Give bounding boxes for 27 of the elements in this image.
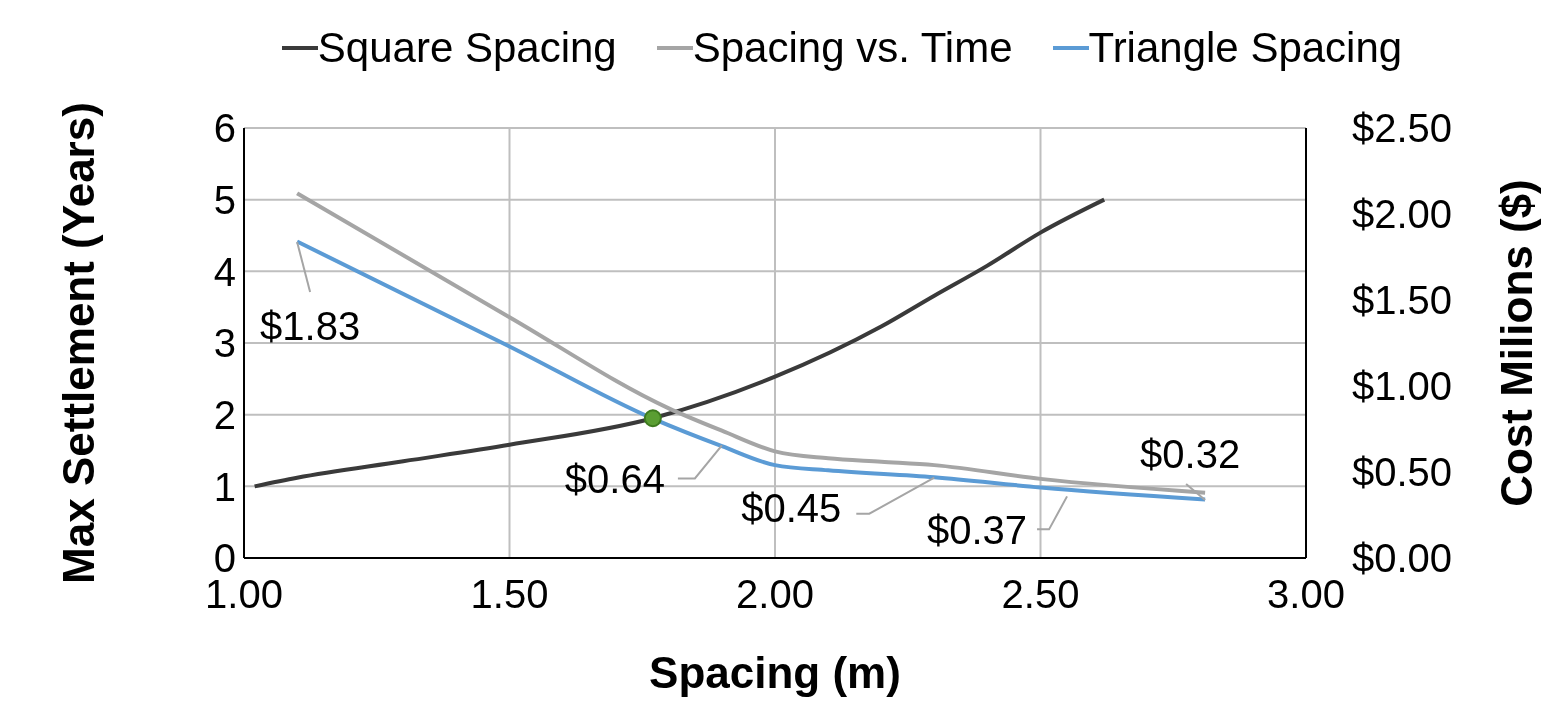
y-tick-label: 5 <box>213 177 236 222</box>
y2-tick-label: $2.00 <box>1352 192 1453 237</box>
annotation: $1.83 <box>260 303 361 348</box>
x-tick-label: 3.00 <box>1267 572 1345 617</box>
legend-label: Square Spacing <box>317 24 617 72</box>
y2-tick-label: $0.00 <box>1352 536 1453 581</box>
y-tick-label: 1 <box>213 464 236 509</box>
legend-label: Spacing vs. Time <box>692 24 1013 72</box>
legend-label: Triangle Spacing <box>1088 24 1403 72</box>
y-axis-title: Max Settlement (Years) <box>53 102 103 584</box>
y2-tick-label: $1.50 <box>1352 278 1453 323</box>
y-tick-label: 2 <box>213 392 236 437</box>
y-tick-label: 4 <box>213 249 236 294</box>
y-tick-label: 3 <box>213 321 236 366</box>
y2-axis-title: Cost Milions ($) <box>1491 179 1541 507</box>
y2-tick-label: $0.50 <box>1352 450 1453 495</box>
annotation: $0.64 <box>564 457 665 502</box>
annotation: $0.32 <box>1140 431 1241 476</box>
annotation: $0.45 <box>741 486 842 531</box>
y2-tick-label: $1.00 <box>1352 364 1453 409</box>
x-tick-label: 1.50 <box>470 572 549 617</box>
y2-tick-label: $2.50 <box>1352 106 1453 151</box>
x-tick-label: 2.50 <box>1001 572 1080 617</box>
x-tick-label: 2.00 <box>736 572 814 617</box>
x-axis-title: Spacing (m) <box>649 648 901 697</box>
y-tick-label: 6 <box>213 106 236 151</box>
annotation: $0.37 <box>927 507 1028 552</box>
